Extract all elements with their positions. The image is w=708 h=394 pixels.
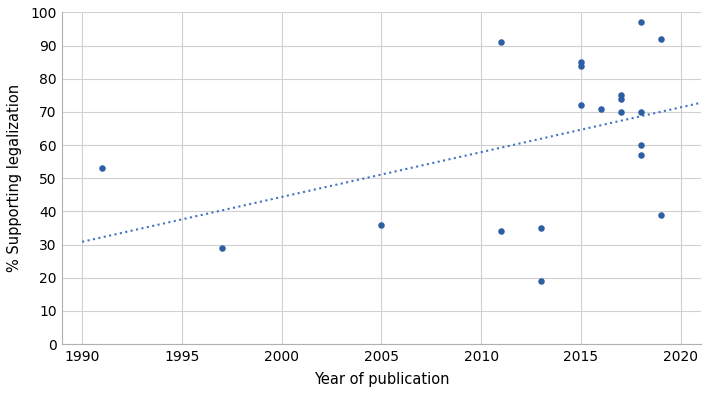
- Point: [655, 212, 666, 218]
- Point: [635, 142, 646, 148]
- Point: [635, 152, 646, 158]
- Point: [615, 95, 627, 102]
- Point: [615, 92, 627, 98]
- Point: [496, 39, 507, 45]
- X-axis label: Year of publication: Year of publication: [314, 372, 449, 387]
- Point: [96, 165, 108, 171]
- Y-axis label: % Supporting legalization: % Supporting legalization: [7, 84, 22, 272]
- Point: [496, 228, 507, 234]
- Point: [576, 59, 587, 65]
- Point: [535, 278, 547, 284]
- Point: [576, 102, 587, 108]
- Point: [595, 106, 607, 112]
- Point: [216, 245, 227, 251]
- Point: [635, 109, 646, 115]
- Point: [376, 221, 387, 228]
- Point: [615, 109, 627, 115]
- Point: [576, 62, 587, 69]
- Point: [535, 225, 547, 231]
- Point: [655, 36, 666, 42]
- Point: [635, 19, 646, 26]
